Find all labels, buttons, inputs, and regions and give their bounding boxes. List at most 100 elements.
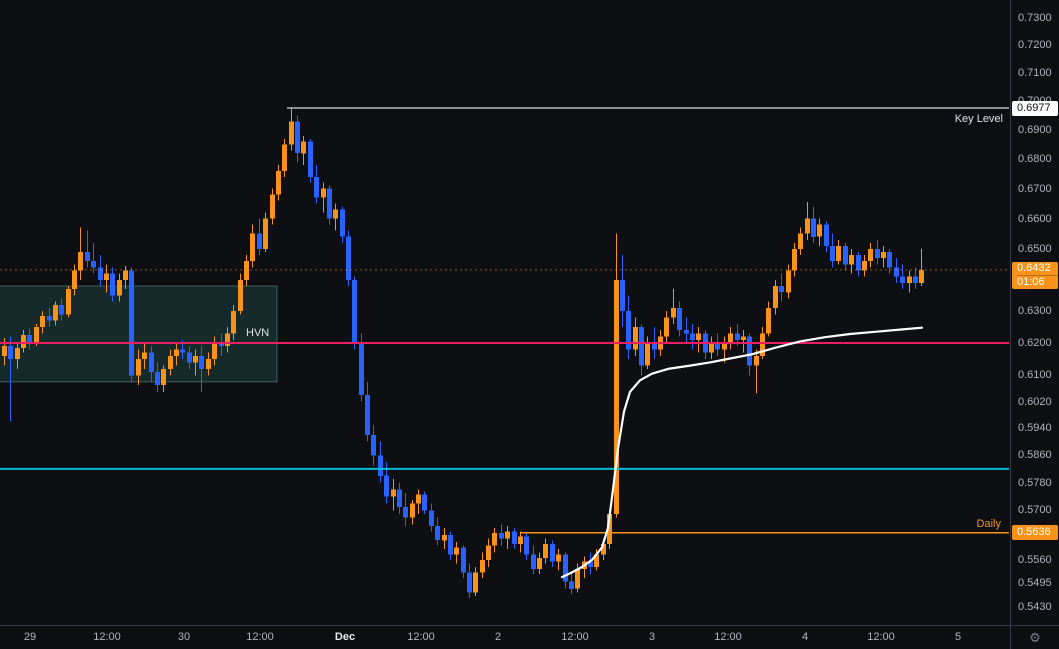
candle-up (556, 554, 561, 562)
candle-down (875, 248, 880, 259)
time-tick: 3 (648, 631, 656, 643)
candle-up (244, 261, 249, 280)
candle-up (53, 304, 58, 321)
candle-up (664, 317, 669, 337)
candle-up (645, 343, 650, 366)
time-tick: 12:00 (93, 631, 121, 643)
candle-down (900, 276, 905, 283)
candle-up (817, 224, 822, 237)
candle-down (340, 209, 345, 237)
candle-up (881, 252, 886, 259)
candle-down (843, 245, 848, 265)
candle-down (913, 276, 918, 283)
candle-down (467, 572, 472, 593)
key-level-label[interactable]: Key Level (954, 113, 1003, 125)
candle-up (741, 336, 746, 340)
candle-up (78, 252, 83, 271)
candle-up (862, 261, 867, 271)
candle-up (250, 233, 255, 262)
candle-down (677, 308, 682, 331)
hvn-label[interactable]: HVN (246, 327, 270, 339)
bar-countdown: 01:06 (1017, 276, 1045, 288)
candle-down (563, 554, 568, 582)
price-tick: 0.6700 (1018, 183, 1052, 195)
candle-up (836, 245, 841, 262)
candle-up (754, 355, 759, 366)
gear-icon[interactable]: ⚙ (1029, 630, 1041, 645)
price-tick: 0.5560 (1018, 554, 1052, 566)
candle-down (512, 531, 517, 544)
candle-down (524, 536, 529, 555)
candle-down (715, 343, 720, 350)
candle-down (365, 395, 370, 435)
ma-line[interactable] (560, 326, 924, 579)
candle-down (429, 510, 434, 527)
candle-up (792, 248, 797, 271)
price-tick: 0.6900 (1018, 124, 1052, 136)
candle-down (359, 343, 364, 395)
candle-down (461, 547, 466, 573)
candle-down (149, 352, 154, 373)
time-tick: 12:00 (246, 631, 274, 643)
last-price-value: 0.6432 (1017, 262, 1058, 276)
candle-down (110, 273, 115, 296)
time-tick: Dec (334, 631, 356, 643)
candle-up (321, 188, 326, 198)
candle-up (231, 311, 236, 334)
candle-up (614, 279, 619, 514)
candle-down (8, 346, 13, 360)
candle-up (15, 347, 20, 360)
candle-down (129, 270, 134, 376)
candle-down (448, 535, 453, 555)
candle-down (327, 188, 332, 219)
candle-down (499, 533, 504, 539)
candle-down (346, 236, 351, 280)
price-tick: 0.6500 (1018, 243, 1052, 255)
daily-price-badge: 0.5636 (1012, 525, 1058, 540)
candle-up (601, 543, 606, 555)
candle-down (652, 343, 657, 350)
candle-up (907, 276, 912, 283)
candle-down (856, 255, 861, 271)
candle-up (543, 543, 548, 559)
candle-down (550, 543, 555, 562)
time-axis[interactable]: 29 12:00 30 12:00 Dec 12:00 2 12:00 3 12:00 4 12:00… (0, 625, 1010, 649)
price-tick: 0.5860 (1018, 449, 1052, 461)
key-level-price-badge: 0.6977 (1012, 101, 1058, 116)
chart-canvas[interactable]: HVN Key Level Daily (0, 0, 1009, 625)
price-tick: 0.5940 (1018, 422, 1052, 434)
price-tick: 0.6600 (1018, 213, 1052, 225)
candle-up (212, 343, 217, 360)
candle-down (314, 176, 319, 198)
candle-up (117, 279, 122, 296)
candle-down (352, 279, 357, 343)
daily-line-label[interactable]: Daily (976, 518, 1001, 530)
time-tick: 5 (954, 631, 962, 643)
candle-down (91, 261, 96, 268)
time-tick: 12:00 (714, 631, 742, 643)
candle-up (709, 343, 714, 353)
candle-down (384, 475, 389, 497)
candle-down (257, 233, 262, 249)
candle-down (569, 581, 574, 589)
candle-up (238, 279, 243, 312)
candle-up (607, 513, 612, 544)
candle-up (282, 144, 287, 171)
price-tick: 0.6800 (1018, 153, 1052, 165)
candle-up (473, 572, 478, 593)
candle-up (728, 333, 733, 343)
price-tick: 0.5780 (1018, 477, 1052, 489)
time-tick: 30 (177, 631, 191, 643)
candle-up (696, 333, 701, 340)
candle-down (422, 494, 427, 511)
candle-down (435, 526, 440, 541)
candle-down (531, 554, 536, 569)
candle-up (391, 489, 396, 497)
candle-up (671, 308, 676, 318)
candle-up (486, 545, 491, 560)
time-tick: 12:00 (867, 631, 895, 643)
candle-up (34, 327, 39, 343)
candle-up (276, 170, 281, 195)
axis-corner: ⚙ (1010, 625, 1059, 649)
price-axis[interactable]: 0.73000.72000.71000.70000.69000.68000.67… (1010, 0, 1059, 625)
